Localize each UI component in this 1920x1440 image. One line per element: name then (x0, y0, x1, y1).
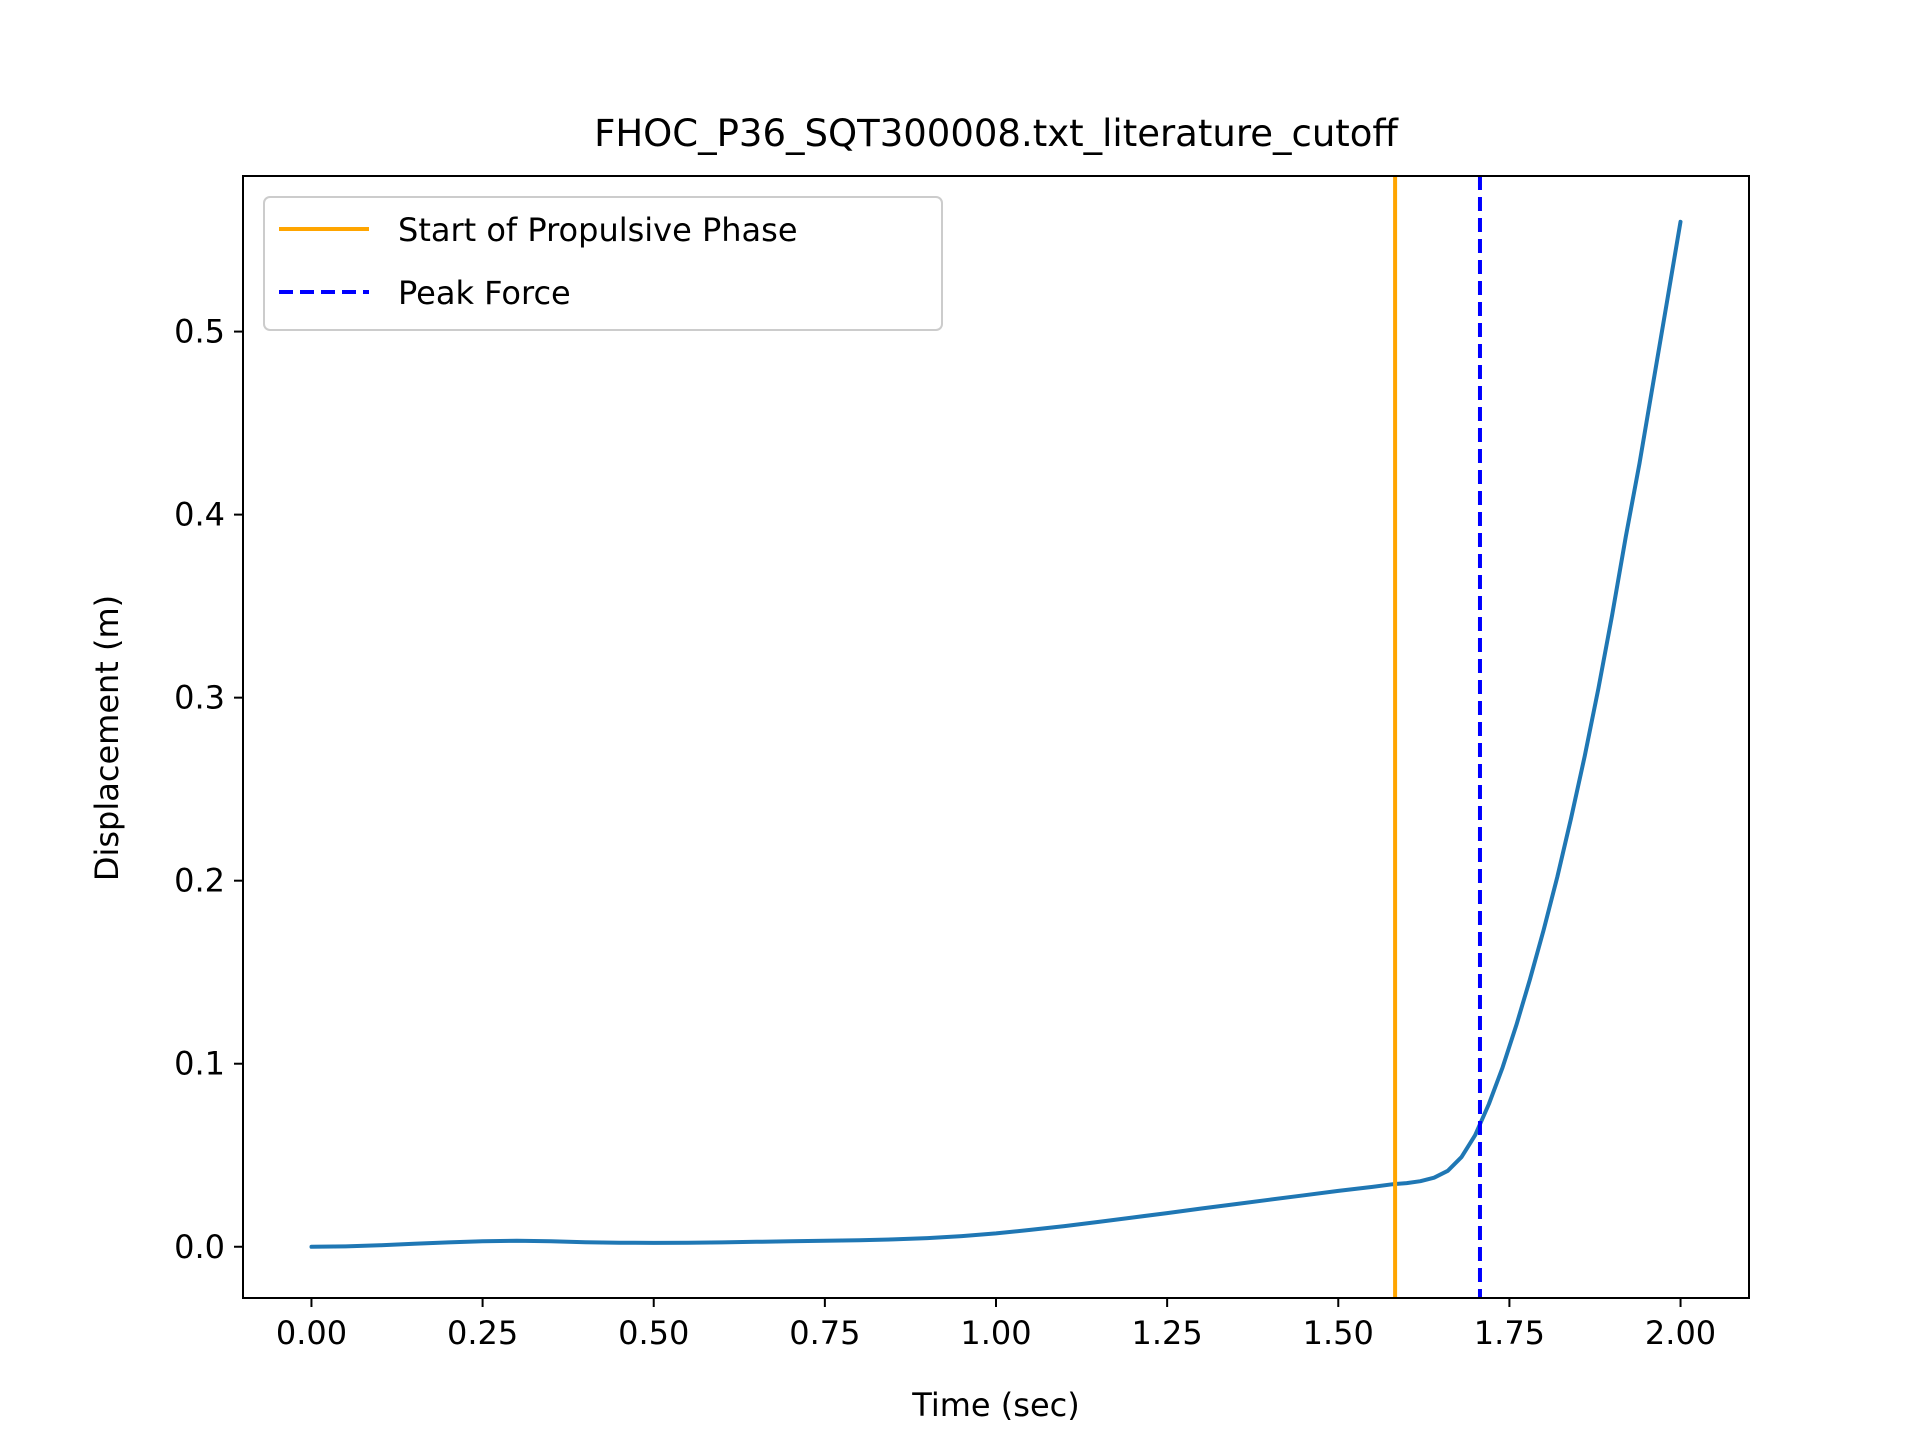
y-tick-label: 0.1 (174, 1045, 225, 1083)
x-tick-label: 0.00 (276, 1314, 347, 1352)
x-tick-label: 1.75 (1474, 1314, 1545, 1352)
y-tick-label: 0.5 (174, 313, 225, 351)
legend-label-peak-force: Peak Force (398, 274, 571, 312)
legend: Start of Propulsive Phase Peak Force (263, 196, 943, 331)
y-axis-label: Displacement (m) (88, 595, 126, 881)
x-tick-label: 0.25 (447, 1314, 518, 1352)
y-tick-label: 0.4 (174, 496, 225, 534)
legend-box (263, 196, 943, 331)
legend-label-propulsive: Start of Propulsive Phase (398, 211, 798, 249)
chart-title: FHOC_P36_SQT300008.txt_literature_cutoff (594, 112, 1399, 155)
x-tick-label: 1.50 (1303, 1314, 1374, 1352)
y-axis-ticks: 0.0 0.1 0.2 0.3 0.4 0.5 (174, 313, 243, 1266)
axes-frame (242, 175, 1750, 1299)
x-tick-label: 0.75 (789, 1314, 860, 1352)
x-tick-label: 2.00 (1645, 1314, 1716, 1352)
series-line-0 (309, 219, 1683, 1249)
x-tick-label: 1.25 (1132, 1314, 1203, 1352)
x-axis-label: Time (sec) (911, 1386, 1079, 1424)
x-tick-label: 1.00 (960, 1314, 1031, 1352)
y-tick-label: 0.3 (174, 679, 225, 717)
x-axis-ticks: 0.00 0.25 0.50 0.75 1.00 1.25 1.50 1.75 2.00 (276, 1298, 1716, 1352)
x-tick-label: 0.50 (618, 1314, 689, 1352)
y-tick-label: 0.0 (174, 1228, 225, 1266)
y-tick-label: 0.2 (174, 862, 225, 900)
plot-area (309, 176, 1683, 1298)
